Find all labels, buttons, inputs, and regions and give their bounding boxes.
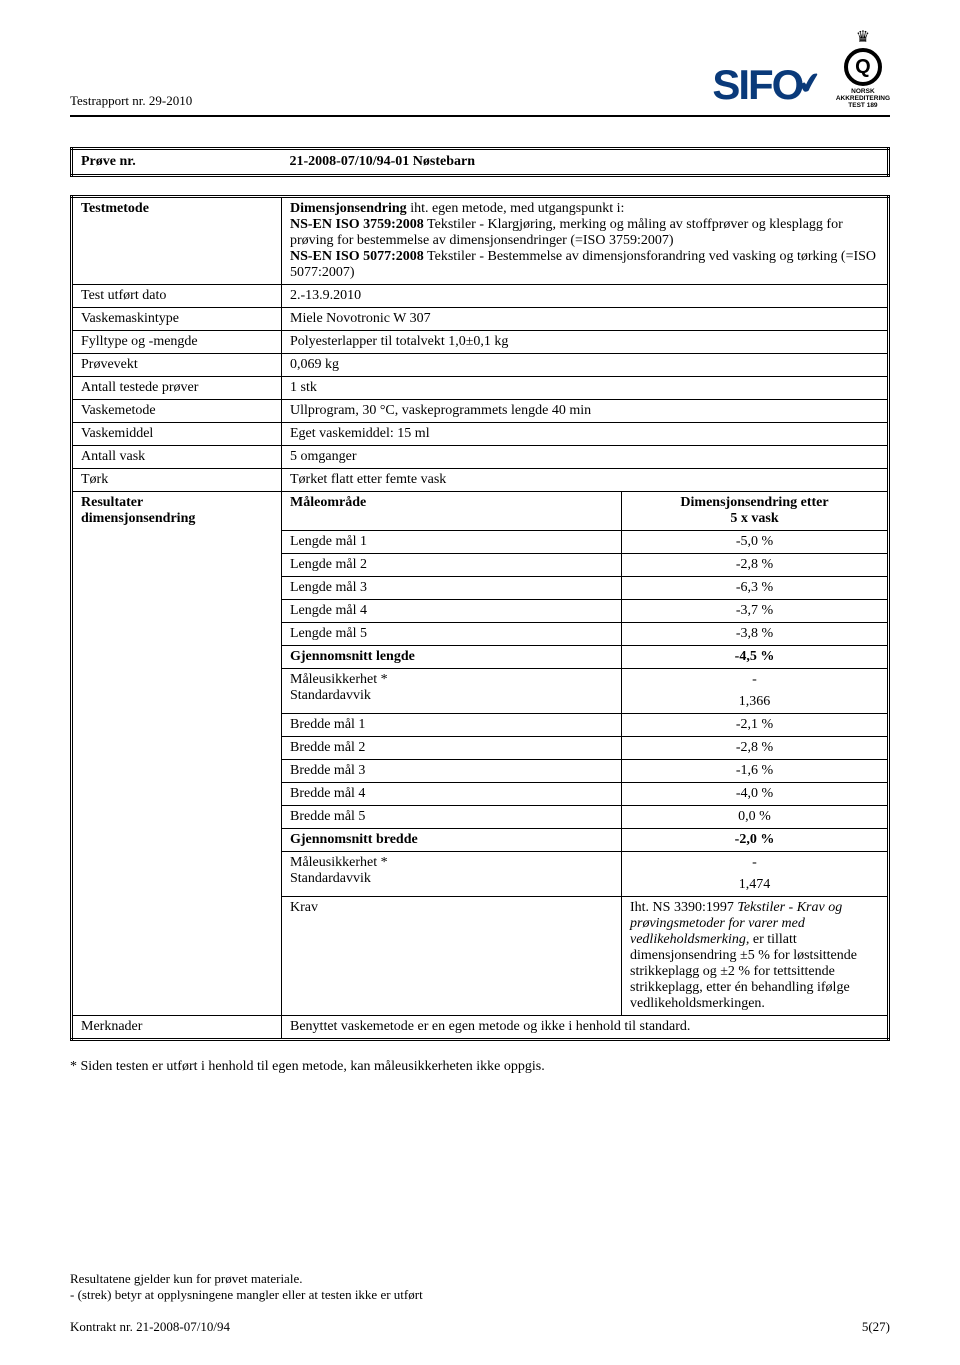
- sample-id-table: Prøve nr. 21-2008-07/10/94-01 Nøstebarn: [70, 147, 890, 177]
- gbredde-m: Gjennomsnitt bredde: [282, 829, 622, 852]
- antall-value: 1 stk: [282, 377, 889, 400]
- glengde-v: -4,5 %: [622, 646, 889, 669]
- bredde3-m: Bredde mål 3: [282, 760, 622, 783]
- antallvask-value: 5 omganger: [282, 446, 889, 469]
- footer-left: Kontrakt nr. 21-2008-07/10/94: [70, 1319, 230, 1335]
- lengde1-v: -5,0 %: [622, 531, 889, 554]
- bredde4-m: Bredde mål 4: [282, 783, 622, 806]
- lengde1-m: Lengde mål 1: [282, 531, 622, 554]
- antallvask-label: Antall vask: [72, 446, 282, 469]
- antall-label: Antall testede prøver: [72, 377, 282, 400]
- vaskemaskin-label: Vaskemaskintype: [72, 308, 282, 331]
- footer-right: 5(27): [862, 1319, 890, 1335]
- prove-nr-label: Prøve nr.: [72, 149, 282, 176]
- lengde2-v: -2,8 %: [622, 554, 889, 577]
- page-header: Testrapport nr. 29-2010 SIFO✔ ♛ Q NORSK …: [70, 30, 890, 117]
- gbredde-v: -2,0 %: [622, 829, 889, 852]
- crown-icon: ♛: [856, 30, 870, 46]
- report-number: Testrapport nr. 29-2010: [70, 93, 192, 109]
- logo-group: SIFO✔ ♛ Q NORSK AKKREDITERING TEST 189: [712, 30, 890, 109]
- bottom-note-2: - (strek) betyr at opplysningene mangler…: [70, 1287, 890, 1303]
- tork-label: Tørk: [72, 469, 282, 492]
- vaskemiddel-label: Vaskemiddel: [72, 423, 282, 446]
- maleomrade-header: Måleområde: [282, 492, 622, 531]
- vaskemiddel-value: Eget vaskemiddel: 15 ml: [282, 423, 889, 446]
- bredde2-v: -2,8 %: [622, 737, 889, 760]
- page-footer: Kontrakt nr. 21-2008-07/10/94 5(27): [70, 1319, 890, 1335]
- lengde3-v: -6,3 %: [622, 577, 889, 600]
- bredde1-v: -2,1 %: [622, 714, 889, 737]
- bredde3-v: -1,6 %: [622, 760, 889, 783]
- sa1-v: 1,366: [622, 691, 889, 714]
- dimensjon-header: Dimensjonsendring etter 5 x vask: [622, 492, 889, 531]
- glengde-m: Gjennomsnitt lengde: [282, 646, 622, 669]
- merknader-value: Benyttet vaskemetode er en egen metode o…: [282, 1016, 889, 1040]
- mu-sa-lengde: Måleusikkerhet * Standardavvik: [282, 669, 622, 714]
- merknader-label: Merknader: [72, 1016, 282, 1040]
- test-data-table: Testmetode Dimensjonsendring iht. egen m…: [70, 195, 890, 1041]
- testmetode-value: Dimensjonsendring iht. egen metode, med …: [282, 197, 889, 285]
- mu2-v: -: [622, 852, 889, 875]
- bredde2-m: Bredde mål 2: [282, 737, 622, 760]
- fylltype-label: Fylltype og -mengde: [72, 331, 282, 354]
- lengde5-m: Lengde mål 5: [282, 623, 622, 646]
- bredde5-v: 0,0 %: [622, 806, 889, 829]
- bredde1-m: Bredde mål 1: [282, 714, 622, 737]
- test-dato-label: Test utført dato: [72, 285, 282, 308]
- sa2-v: 1,474: [622, 874, 889, 897]
- accreditation-logo: ♛ Q NORSK AKKREDITERING TEST 189: [836, 30, 890, 109]
- footnote-text: * Siden testen er utført i henhold til e…: [70, 1059, 890, 1075]
- resultater-label: Resultater dimensjonsendring: [72, 492, 282, 1016]
- krav-value: Iht. NS 3390:1997 Tekstiler - Krav og pr…: [622, 897, 889, 1016]
- lengde4-m: Lengde mål 4: [282, 600, 622, 623]
- sifo-logo: SIFO✔: [712, 61, 819, 109]
- vaskemaskin-value: Miele Novotronic W 307: [282, 308, 889, 331]
- bredde5-m: Bredde mål 5: [282, 806, 622, 829]
- lengde5-v: -3,8 %: [622, 623, 889, 646]
- bottom-notes: Resultatene gjelder kun for prøvet mater…: [70, 1271, 890, 1303]
- vaskemetode-value: Ullprogram, 30 °C, vaskeprogrammets leng…: [282, 400, 889, 423]
- provevekt-label: Prøvevekt: [72, 354, 282, 377]
- prove-nr-value: 21-2008-07/10/94-01 Nøstebarn: [282, 149, 889, 176]
- provevekt-value: 0,069 kg: [282, 354, 889, 377]
- fylltype-value: Polyesterlapper til totalvekt 1,0±0,1 kg: [282, 331, 889, 354]
- testmetode-label: Testmetode: [72, 197, 282, 285]
- vaskemetode-label: Vaskemetode: [72, 400, 282, 423]
- lengde4-v: -3,7 %: [622, 600, 889, 623]
- bredde4-v: -4,0 %: [622, 783, 889, 806]
- mu1-v: -: [622, 669, 889, 692]
- mu-sa-bredde: Måleusikkerhet * Standardavvik: [282, 852, 622, 897]
- krav-label: Krav: [282, 897, 622, 1016]
- lengde3-m: Lengde mål 3: [282, 577, 622, 600]
- tork-value: Tørket flatt etter femte vask: [282, 469, 889, 492]
- magnifier-icon: Q: [844, 48, 882, 86]
- test-dato-value: 2.-13.9.2010: [282, 285, 889, 308]
- bottom-note-1: Resultatene gjelder kun for prøvet mater…: [70, 1271, 890, 1287]
- lengde2-m: Lengde mål 2: [282, 554, 622, 577]
